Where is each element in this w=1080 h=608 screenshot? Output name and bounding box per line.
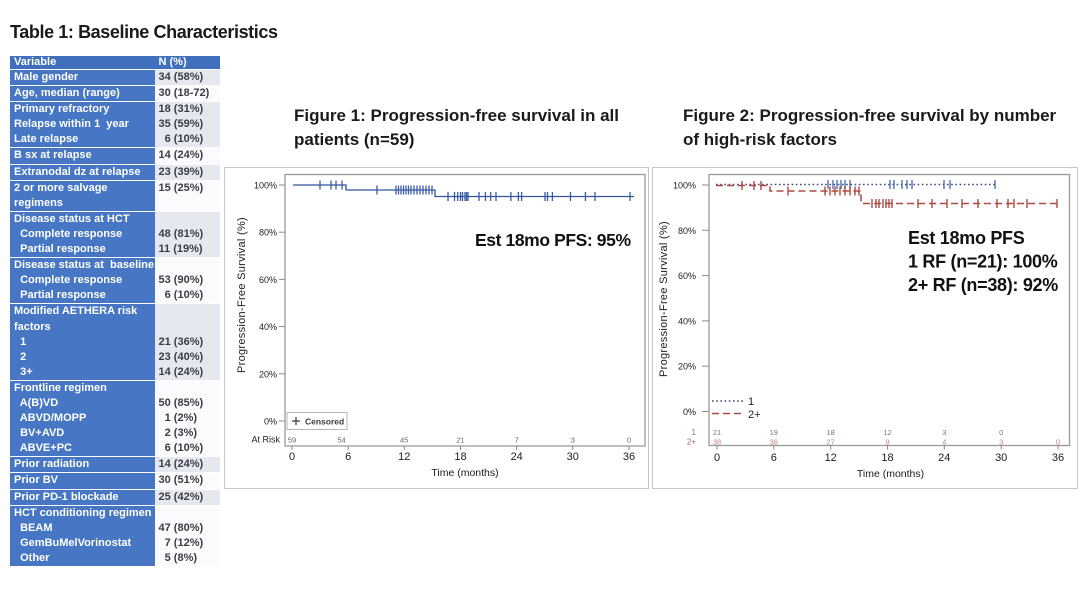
svg-text:36: 36: [623, 451, 635, 463]
svg-text:100%: 100%: [673, 181, 696, 191]
svg-text:18: 18: [881, 452, 893, 464]
svg-text:80%: 80%: [678, 226, 696, 236]
svg-text:2+ RF (n=38): 92%: 2+ RF (n=38): 92%: [908, 275, 1058, 295]
svg-text:27: 27: [827, 438, 835, 447]
svg-text:0: 0: [289, 451, 295, 463]
svg-text:0: 0: [714, 452, 720, 464]
svg-text:Progression-Free Survival (%): Progression-Free Survival (%): [236, 217, 248, 373]
svg-text:0: 0: [1056, 438, 1060, 447]
svg-text:Censored: Censored: [305, 417, 344, 427]
svg-text:12: 12: [883, 428, 891, 437]
svg-text:12: 12: [398, 451, 410, 463]
svg-text:1: 1: [748, 396, 754, 408]
svg-text:24: 24: [511, 451, 523, 463]
svg-text:20%: 20%: [259, 369, 277, 379]
svg-text:6: 6: [345, 451, 351, 463]
svg-text:18: 18: [827, 428, 835, 437]
svg-text:0%: 0%: [683, 407, 696, 417]
svg-text:1: 1: [692, 428, 697, 437]
svg-text:7: 7: [515, 436, 519, 445]
svg-text:4: 4: [942, 438, 946, 447]
svg-text:3: 3: [571, 436, 575, 445]
svg-text:Est 18mo PFS: 95%: Est 18mo PFS: 95%: [475, 230, 631, 250]
svg-text:45: 45: [400, 436, 408, 445]
svg-text:12: 12: [825, 452, 837, 464]
svg-text:36: 36: [1052, 452, 1064, 464]
svg-text:38: 38: [713, 438, 721, 447]
svg-text:Time (months): Time (months): [857, 468, 924, 480]
svg-text:40%: 40%: [678, 316, 696, 326]
svg-text:21: 21: [456, 436, 464, 445]
svg-text:2+: 2+: [748, 409, 761, 421]
svg-text:59: 59: [288, 436, 296, 445]
svg-text:24: 24: [938, 452, 950, 464]
svg-text:Est 18mo PFS: Est 18mo PFS: [908, 228, 1025, 248]
svg-text:0: 0: [627, 436, 631, 445]
svg-text:100%: 100%: [254, 181, 277, 191]
svg-text:Time (months): Time (months): [431, 467, 498, 479]
svg-text:0%: 0%: [264, 417, 277, 427]
svg-text:80%: 80%: [259, 228, 277, 238]
svg-text:At Risk: At Risk: [251, 435, 280, 445]
svg-text:1 RF (n=21): 100%: 1 RF (n=21): 100%: [908, 252, 1058, 272]
svg-text:36: 36: [770, 438, 778, 447]
svg-text:40%: 40%: [259, 322, 277, 332]
svg-text:19: 19: [770, 428, 778, 437]
svg-text:60%: 60%: [259, 275, 277, 285]
svg-text:21: 21: [713, 428, 721, 437]
svg-text:Progression-Free Survival (%): Progression-Free Survival (%): [658, 221, 670, 377]
svg-text:18: 18: [454, 451, 466, 463]
svg-text:3: 3: [999, 438, 1003, 447]
svg-text:3: 3: [942, 428, 946, 437]
svg-text:30: 30: [567, 451, 579, 463]
svg-text:20%: 20%: [678, 362, 696, 372]
svg-text:6: 6: [771, 452, 777, 464]
svg-text:2+: 2+: [687, 438, 696, 447]
svg-text:0: 0: [999, 428, 1003, 437]
svg-text:54: 54: [337, 436, 345, 445]
svg-text:60%: 60%: [678, 271, 696, 281]
svg-text:30: 30: [995, 452, 1007, 464]
svg-text:9: 9: [885, 438, 889, 447]
